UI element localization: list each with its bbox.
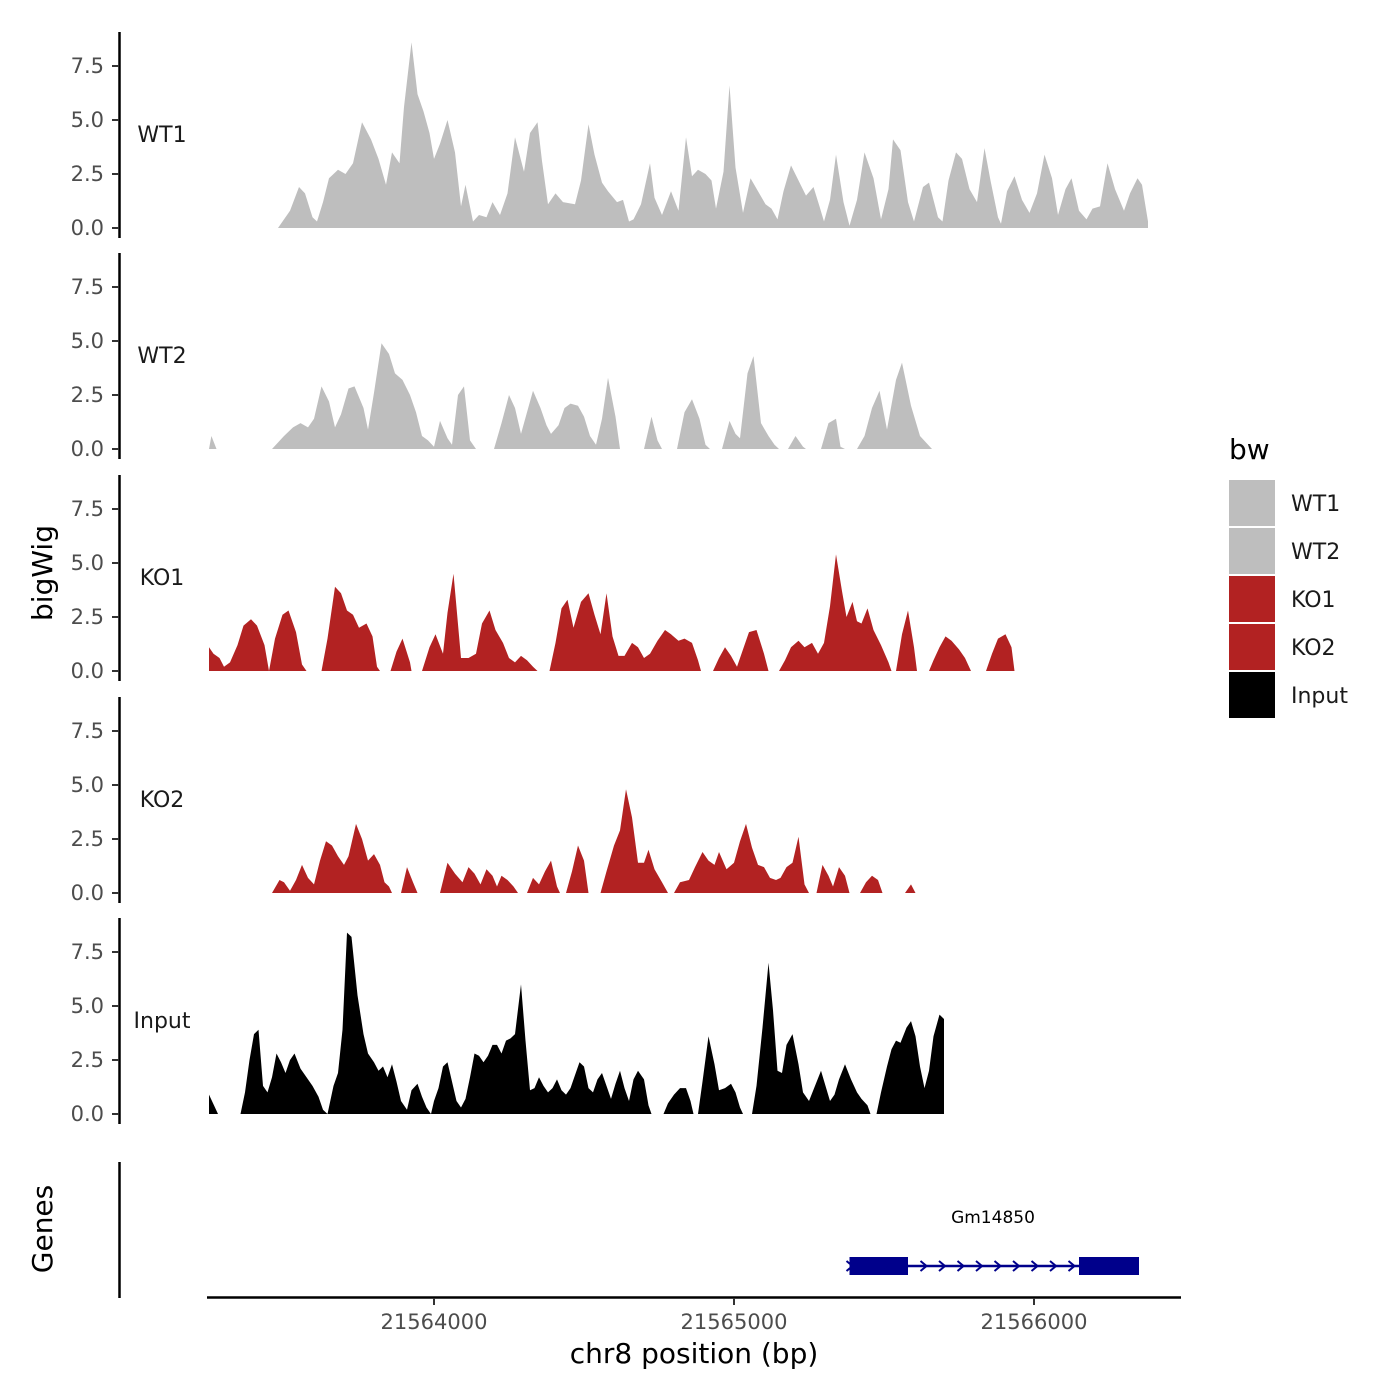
gene-model: [845, 1257, 1139, 1275]
legend: bw WT1 WT2 KO1 KO2 Input: [1229, 433, 1348, 718]
strand-arrow-icon: [864, 1260, 873, 1272]
x-tick-label: 21565000: [681, 1310, 788, 1334]
strand-arrow-icon: [1030, 1260, 1040, 1272]
y-tick-label: 2.5: [71, 383, 104, 407]
legend-label: WT2: [1291, 540, 1340, 565]
coverage-area-ko2: [272, 789, 916, 893]
y-tick-label: 2.5: [71, 827, 104, 851]
x-tick-label: 21564000: [381, 1310, 488, 1334]
y-tick-label: 5.0: [71, 773, 104, 797]
x-axis: 21564000 21565000 21566000: [207, 1296, 1181, 1334]
y-tick-label: 5.0: [71, 329, 104, 353]
y-tick-label: 7.5: [71, 497, 104, 521]
legend-title: bw: [1229, 433, 1270, 466]
strand-arrow-icon: [1086, 1260, 1095, 1272]
gene-name-label: Gm14850: [951, 1208, 1035, 1228]
strand-arrow-icon: [1104, 1260, 1114, 1272]
strand-arrow-icon: [993, 1260, 1003, 1272]
track-ko1: 0.0 2.5 5.0 7.5 KO1: [71, 475, 1015, 683]
legend-key-wt2: [1229, 528, 1275, 574]
legend-key-ko2: [1229, 624, 1275, 670]
legend-label: Input: [1291, 684, 1348, 709]
strand-arrow-icon: [1067, 1260, 1077, 1272]
track-input: 0.0 2.5 5.0 7.5 Input: [71, 918, 944, 1126]
y-tick-label: 0.0: [71, 1102, 104, 1126]
x-tick-label: 21566000: [981, 1310, 1088, 1334]
gene-track-panel: Gm14850: [118, 1162, 1139, 1298]
gene-exon: [849, 1257, 908, 1275]
legend-key-wt1: [1229, 480, 1275, 526]
x-axis-title: chr8 position (bp): [570, 1337, 819, 1370]
coverage-area-wt1: [278, 42, 1148, 229]
strand-arrow-icon: [1012, 1260, 1021, 1272]
y-tick-label: 5.0: [71, 551, 104, 575]
track-label: Input: [134, 1009, 191, 1034]
y-tick-label: 2.5: [71, 605, 104, 629]
coverage-area-input: [209, 932, 944, 1114]
y-axis-title: bigWig: [26, 525, 59, 621]
legend-key-input: [1229, 672, 1275, 718]
track-wt2: 0.0 2.5 5.0 7.5 WT2: [71, 253, 932, 461]
strand-arrow-icon: [975, 1260, 984, 1272]
track-ko2: 0.0 2.5 5.0 7.5 KO2: [71, 697, 916, 905]
genes-axis-title: Genes: [26, 1185, 59, 1273]
strand-arrow-icon: [956, 1260, 966, 1272]
y-tick-label: 7.5: [71, 940, 104, 964]
track-label: WT2: [137, 344, 186, 369]
track-wt1: 0.0 2.5 5.0 7.5 WT1: [71, 32, 1148, 240]
strand-arrow-icon: [1049, 1260, 1058, 1272]
strand-arrow-icon: [919, 1260, 929, 1272]
legend-label: WT1: [1291, 492, 1340, 517]
legend-label: KO1: [1291, 588, 1336, 613]
strand-arrow-icon: [901, 1260, 910, 1272]
y-tick-label: 5.0: [71, 108, 104, 132]
legend-label: KO2: [1291, 636, 1336, 661]
y-tick-label: 7.5: [71, 54, 104, 78]
strand-arrow-icon: [845, 1260, 855, 1272]
strand-arrow-icon: [882, 1260, 892, 1272]
y-tick-label: 0.0: [71, 216, 104, 240]
track-label: WT1: [137, 123, 186, 148]
coverage-area-ko1: [209, 554, 1015, 671]
y-tick-label: 2.5: [71, 162, 104, 186]
track-panels: 0.0 2.5 5.0 7.5 WT1 0.0 2.5 5.0 7.5 WT2 0.0 2.5 5.0 7…: [71, 32, 1148, 1126]
track-label: KO2: [140, 788, 185, 813]
strand-arrow-icon: [938, 1260, 947, 1272]
y-tick-label: 5.0: [71, 994, 104, 1018]
y-tick-label: 2.5: [71, 1048, 104, 1072]
legend-key-ko1: [1229, 576, 1275, 622]
track-label: KO1: [140, 566, 185, 591]
y-tick-label: 0.0: [71, 881, 104, 905]
y-tick-label: 7.5: [71, 719, 104, 743]
y-tick-label: 0.0: [71, 437, 104, 461]
y-tick-label: 0.0: [71, 659, 104, 683]
y-tick-label: 7.5: [71, 275, 104, 299]
strand-arrow-icon: [1123, 1260, 1132, 1272]
coverage-area-wt2: [209, 343, 932, 449]
